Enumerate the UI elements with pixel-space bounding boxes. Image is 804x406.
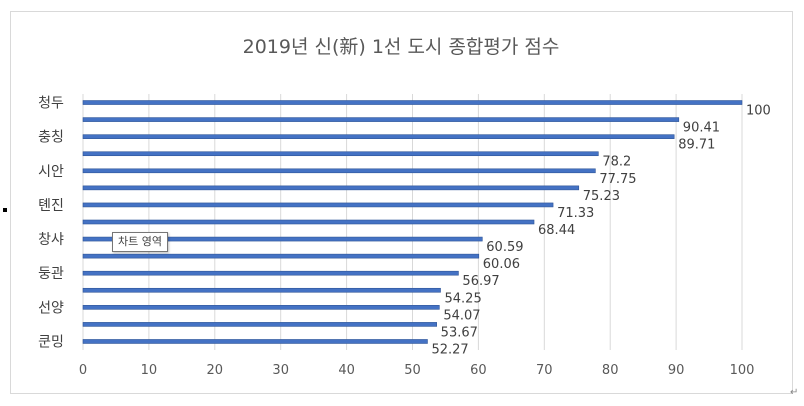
data-label-0: 100	[746, 104, 771, 119]
chart-area[interactable]: 2019년 신(新) 1선 도시 종합평가 점수 100 90.41 89.71 78…	[10, 11, 793, 394]
x-tick-label-4: 40	[338, 363, 355, 378]
x-tick-label-1: 10	[141, 363, 158, 378]
x-tick-label-8: 80	[602, 363, 619, 378]
category-label-8: 창샤	[38, 232, 64, 248]
x-tick-label-7: 70	[536, 363, 553, 378]
bar-9	[82, 253, 480, 259]
chart-area-tooltip: 차트 영역	[112, 232, 168, 252]
bar-2	[82, 134, 675, 139]
bar-8	[82, 236, 483, 242]
category-label-6: 톈진	[38, 198, 64, 214]
category-label-14: 쿤밍	[38, 334, 64, 350]
data-label-4: 77.75	[599, 172, 636, 187]
data-label-13: 53.67	[441, 325, 478, 340]
data-label-14: 52.27	[431, 342, 468, 357]
category-label-4: 시안	[38, 164, 64, 180]
bar-13	[82, 322, 437, 327]
paragraph-mark: ↵	[790, 387, 799, 398]
bar-11	[82, 287, 441, 293]
data-label-1: 90.41	[683, 121, 720, 136]
category-label-2: 충칭	[38, 130, 64, 146]
category-label-10: 둥관	[38, 266, 64, 282]
x-tick-label-5: 50	[404, 363, 421, 378]
x-tick-label-2: 20	[207, 363, 224, 378]
data-label-6: 71.33	[557, 206, 594, 221]
x-tick-label-0: 0	[79, 363, 87, 378]
data-label-12: 54.07	[443, 308, 480, 323]
bar-10	[82, 270, 459, 276]
data-label-11: 54.25	[445, 291, 482, 306]
bars	[82, 100, 743, 344]
x-tick-label-6: 60	[470, 363, 487, 378]
data-label-2: 89.71	[678, 138, 715, 153]
bar-0	[82, 100, 743, 105]
bar-4	[82, 168, 596, 174]
bar-7	[82, 219, 535, 225]
bar-14	[82, 339, 428, 344]
category-label-12: 선양	[38, 300, 64, 316]
data-label-9: 60.06	[483, 257, 520, 272]
data-label-5: 75.23	[583, 189, 620, 204]
data-label-10: 56.97	[462, 274, 499, 289]
category-label-0: 청두	[38, 96, 64, 112]
selection-handle[interactable]	[3, 208, 7, 212]
bar-5	[82, 185, 580, 191]
x-tick-label-9: 90	[668, 363, 685, 378]
bar-1	[82, 117, 680, 122]
bar-6	[82, 202, 554, 208]
bar-12	[82, 305, 440, 310]
x-axis-ticks: 0 10 20 30 40 50 60 70 80 90 100	[79, 363, 755, 378]
x-tick-label-3: 30	[272, 363, 289, 378]
data-labels: 100 90.41 89.71 78.2 77.75 75.23 71.33 68.44 60.…	[431, 104, 770, 358]
data-label-3: 78.2	[602, 155, 631, 170]
data-label-7: 68.44	[538, 223, 575, 238]
data-label-8: 60.59	[486, 240, 523, 255]
bar-3	[82, 151, 599, 157]
bar-chart: 2019년 신(新) 1선 도시 종합평가 점수 10090.4189.7178…	[38, 36, 771, 378]
x-tick-label-10: 100	[730, 363, 755, 378]
chart-title: 2019년 신(新) 1선 도시 종합평가 점수	[243, 36, 560, 58]
